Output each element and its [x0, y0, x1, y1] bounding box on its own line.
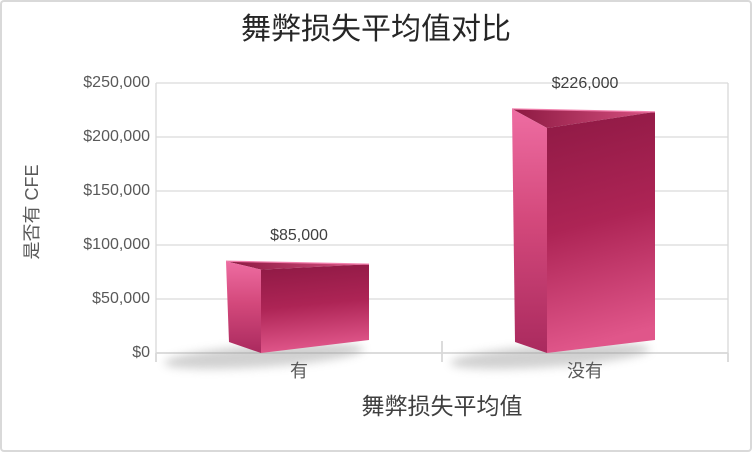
bar-top-face [226, 261, 369, 270]
bar-top-rim [225, 260, 370, 265]
bar-1 [450, 108, 656, 370]
bar-shadow [164, 342, 364, 370]
x-axis-ticks [155, 341, 729, 362]
bar-front-face [547, 111, 655, 353]
bar-left-face [512, 108, 547, 353]
chart-title: 舞弊损失平均值对比 [241, 13, 511, 46]
bar-top-face [512, 108, 655, 129]
x-axis-title: 舞弊损失平均值 [361, 393, 523, 419]
bar-0 [164, 260, 370, 370]
bar-left-face [226, 261, 261, 353]
bar-top-rim [511, 108, 656, 113]
bar-front-face [261, 264, 369, 353]
bar-shadow [450, 342, 650, 370]
